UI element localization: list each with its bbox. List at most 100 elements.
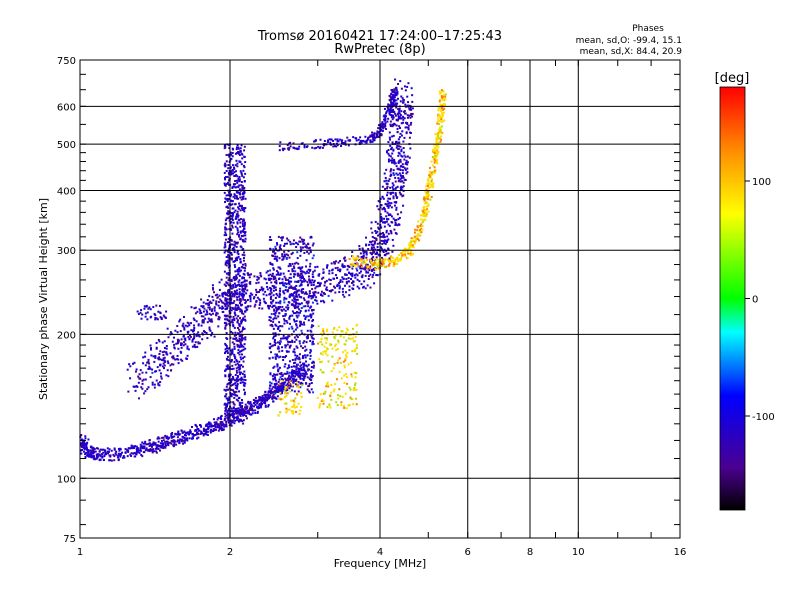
data-point (350, 278, 353, 281)
data-point (233, 279, 236, 282)
data-point (242, 410, 245, 413)
data-point (86, 448, 89, 451)
data-point (101, 448, 104, 451)
data-point (188, 324, 191, 327)
data-point (355, 139, 358, 142)
data-point (258, 307, 261, 310)
data-point (236, 268, 239, 271)
data-point (355, 346, 358, 349)
data-point (240, 344, 243, 347)
data-point (349, 263, 352, 266)
data-point (274, 296, 277, 299)
data-point (388, 104, 391, 107)
data-point (385, 111, 388, 114)
data-point (222, 428, 225, 431)
data-point (315, 285, 318, 288)
data-point (222, 292, 225, 295)
data-point (441, 113, 444, 116)
data-point (233, 312, 236, 315)
data-point (413, 231, 416, 234)
data-point (407, 124, 410, 127)
data-point (224, 369, 227, 372)
data-point (401, 253, 404, 256)
data-point (148, 365, 151, 368)
data-point (271, 396, 274, 399)
data-point (243, 254, 246, 257)
data-point (390, 109, 393, 112)
data-point (378, 131, 381, 134)
data-point (436, 136, 439, 139)
data-point (176, 436, 179, 439)
data-point (310, 350, 313, 353)
data-point (205, 309, 208, 312)
data-point (400, 258, 403, 261)
data-point (345, 331, 348, 334)
data-point (162, 357, 165, 360)
data-point (239, 409, 242, 412)
data-point (233, 251, 236, 254)
data-point (358, 247, 361, 250)
data-point (284, 282, 287, 285)
data-point (372, 133, 375, 136)
data-point (295, 373, 298, 376)
data-point (339, 279, 342, 282)
data-point (405, 159, 408, 162)
data-point (326, 381, 329, 384)
data-point (288, 295, 291, 298)
data-point (284, 314, 287, 317)
data-point (345, 327, 348, 330)
data-point (284, 289, 287, 292)
data-point (243, 166, 246, 169)
data-point (362, 255, 365, 258)
data-point (177, 362, 180, 365)
data-point (372, 137, 375, 140)
data-point (341, 330, 344, 333)
data-point (269, 263, 272, 266)
data-point (223, 191, 226, 194)
data-point (291, 405, 294, 408)
data-point (259, 274, 262, 277)
data-point (190, 425, 193, 428)
data-point (255, 406, 258, 409)
data-point (237, 419, 240, 422)
data-point (242, 218, 245, 221)
data-point (389, 186, 392, 189)
data-point (223, 270, 226, 273)
data-point (377, 135, 380, 138)
data-point (274, 353, 277, 356)
data-point (402, 176, 405, 179)
data-point (238, 346, 241, 349)
data-point (221, 294, 224, 297)
data-point (404, 155, 407, 158)
data-point (180, 429, 183, 432)
data-point (296, 355, 299, 358)
data-point (225, 276, 228, 279)
data-point (352, 284, 355, 287)
data-point (191, 345, 194, 348)
data-point (386, 191, 389, 194)
data-point (237, 407, 240, 410)
data-point (348, 333, 351, 336)
data-point (322, 330, 325, 333)
data-point (242, 348, 245, 351)
data-point (231, 412, 234, 415)
data-point (277, 273, 280, 276)
data-point (440, 118, 443, 121)
data-point (250, 403, 253, 406)
data-point (281, 391, 284, 394)
data-point (129, 365, 132, 368)
data-point (269, 347, 272, 350)
data-point (242, 422, 245, 425)
data-point (314, 140, 317, 143)
data-point (227, 171, 230, 174)
data-point (362, 256, 365, 259)
data-point (407, 252, 410, 255)
data-point (425, 192, 428, 195)
data-point (435, 161, 438, 164)
data-point (228, 276, 231, 279)
data-point (260, 404, 263, 407)
data-point (293, 379, 296, 382)
data-point (226, 199, 229, 202)
data-point (159, 363, 162, 366)
data-point (135, 368, 138, 371)
